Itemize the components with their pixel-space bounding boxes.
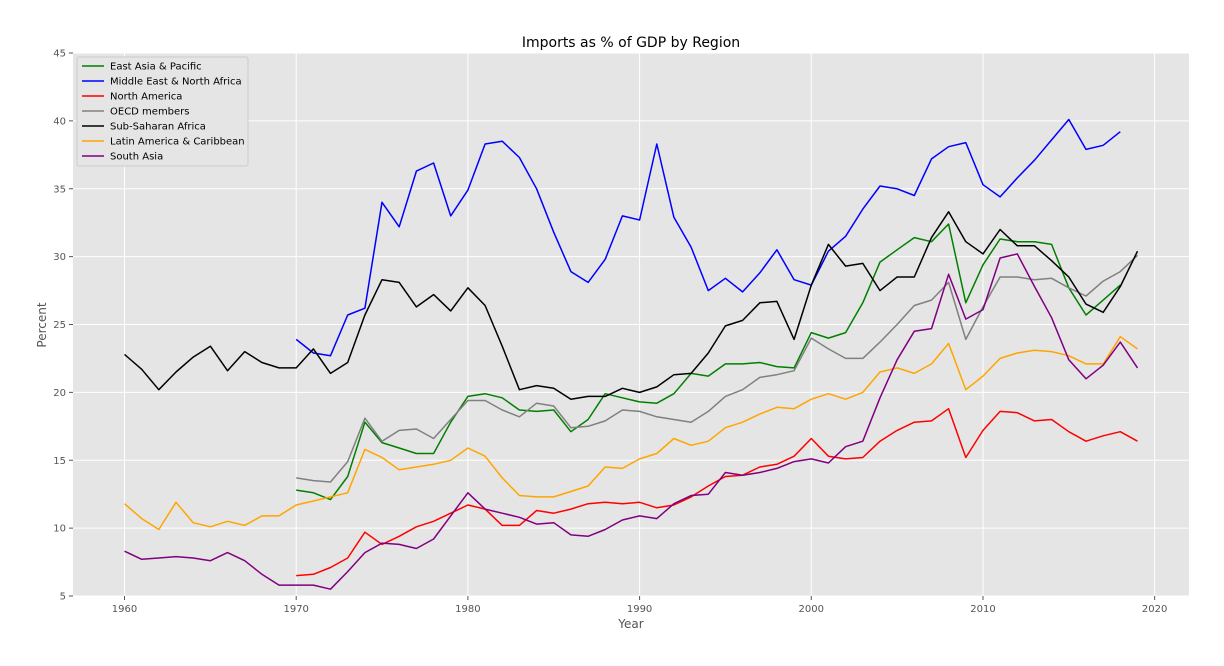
series-line-latin-america-caribbean <box>124 335 1138 531</box>
y-tick-label: 30 <box>53 252 66 263</box>
y-tick-label: 5 <box>60 592 66 603</box>
series-lines <box>124 118 1139 590</box>
series-line-south-asia <box>124 253 1139 590</box>
x-tick-label: 1960 <box>112 604 137 615</box>
y-tick-label: 40 <box>53 116 66 127</box>
chart-title: Imports as % of GDP by Region <box>522 35 740 51</box>
legend-label-sub-saharan-africa: Sub-Saharan Africa <box>110 122 206 133</box>
y-tick-label: 10 <box>53 524 66 535</box>
legend-label-east-asia-pacific: East Asia & Pacific <box>110 62 202 73</box>
series-line-middle-east-north-africa <box>295 118 1121 357</box>
y-axis-title: Percent <box>35 302 49 347</box>
x-tick-label: 1980 <box>455 604 480 615</box>
legend: East Asia & Pacific Middle East & North A… <box>76 56 249 167</box>
x-tick-label: 2000 <box>799 604 824 615</box>
x-tick-label: 1990 <box>627 604 652 615</box>
legend-label-oecd-members: OECD members <box>110 107 190 118</box>
legend-box <box>76 56 249 167</box>
series-line-east-asia-pacific <box>296 223 1121 501</box>
legend-label-south-asia: South Asia <box>110 152 163 163</box>
legend-label-north-america: North America <box>110 92 182 103</box>
x-tick-label: 2020 <box>1142 604 1167 615</box>
legend-label-latin-america-caribbean: Latin America & Caribbean <box>110 137 245 148</box>
x-axis-title: Year <box>617 617 643 631</box>
series-line-oecd-members <box>296 254 1139 483</box>
axis-ticks: 1960 1970 1980 1990 2000 2010 2020 5 10 15 20 25 30 3… <box>53 49 1167 616</box>
x-tick-label: 1970 <box>283 604 308 615</box>
y-tick-label: 15 <box>53 456 66 467</box>
legend-label-middle-east-north-africa: Middle East & North Africa <box>110 77 242 88</box>
series-line-sub-saharan-africa <box>124 211 1139 400</box>
grid-lines <box>73 52 1189 597</box>
y-tick-label: 25 <box>53 320 66 331</box>
x-tick-label: 2010 <box>970 604 995 615</box>
y-tick-label: 35 <box>53 184 66 195</box>
y-tick-label: 20 <box>53 388 66 399</box>
series-line-north-america <box>296 407 1138 577</box>
y-tick-label: 45 <box>53 49 66 60</box>
